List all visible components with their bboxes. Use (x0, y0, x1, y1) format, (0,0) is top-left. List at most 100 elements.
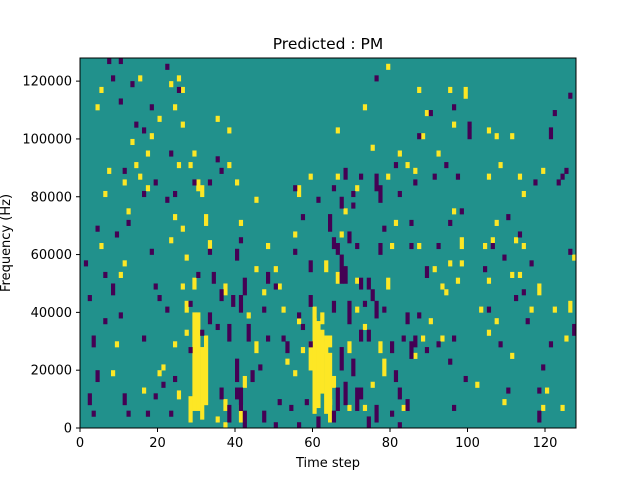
high-cell (320, 329, 325, 394)
x-tick-label: 40 (227, 436, 244, 451)
high-cell (521, 190, 526, 198)
low-cell (483, 266, 488, 273)
low-cell (498, 341, 503, 348)
high-cell (142, 387, 147, 394)
low-cell (122, 393, 127, 406)
high-cell (285, 358, 290, 365)
low-cell (227, 404, 232, 423)
high-cell (227, 162, 232, 169)
high-cell (176, 162, 182, 169)
high-cell (316, 370, 321, 383)
y-tick-label: 0 (64, 422, 72, 437)
low-cell (568, 92, 573, 99)
high-cell (475, 381, 480, 388)
high-cell (401, 404, 406, 411)
low-cell (297, 422, 302, 429)
low-cell (238, 237, 244, 244)
low-cell (83, 260, 89, 267)
y-axis-label: Frequency (Hz) (0, 194, 14, 292)
low-cell (331, 300, 337, 313)
x-tick-label: 80 (382, 436, 399, 451)
low-cell (207, 248, 213, 255)
x-tick-label: 60 (304, 436, 321, 451)
high-cell (479, 306, 484, 313)
high-cell (417, 243, 422, 250)
low-cell (502, 254, 507, 261)
low-cell (169, 150, 174, 157)
low-cell (126, 219, 131, 226)
high-cell (486, 329, 492, 336)
low-cell (405, 399, 410, 411)
low-cell (339, 254, 344, 284)
low-cell (347, 300, 352, 325)
high-cell (238, 219, 244, 226)
low-cell (351, 190, 356, 198)
low-cell (173, 190, 178, 198)
low-cell (111, 283, 116, 296)
low-cell (351, 202, 356, 209)
low-cell (188, 347, 193, 354)
high-cell (502, 399, 507, 406)
low-cell (142, 335, 147, 342)
low-cell (413, 335, 418, 348)
low-cell (529, 260, 534, 267)
high-cell (421, 133, 426, 140)
low-cell (91, 335, 96, 348)
high-cell (328, 335, 333, 348)
high-cell (459, 260, 464, 267)
high-cell (510, 352, 515, 359)
low-cell (343, 266, 348, 284)
low-cell (87, 393, 92, 406)
high-cell (386, 63, 391, 70)
high-cell (180, 86, 185, 93)
high-cell (188, 396, 193, 423)
low-cell (397, 422, 402, 429)
high-cell (277, 283, 282, 290)
low-cell (285, 341, 290, 354)
high-cell (242, 375, 247, 388)
low-cell (300, 323, 306, 331)
low-cell (537, 410, 542, 423)
high-cell (215, 115, 220, 122)
high-cell (347, 404, 352, 411)
high-cell (169, 237, 174, 244)
low-cell (273, 422, 278, 429)
low-cell (409, 341, 414, 359)
low-cell (262, 410, 267, 423)
low-cell (235, 358, 240, 383)
low-cell (359, 173, 364, 180)
y-axis: 0 20000 40000 60000 80000 100000 120000 (22, 75, 80, 437)
high-cell (405, 162, 410, 169)
low-cell (134, 121, 139, 128)
high-cell (273, 266, 278, 273)
high-cell (184, 300, 189, 313)
low-cell (304, 399, 309, 406)
low-cell (173, 375, 178, 383)
low-cell (355, 243, 360, 250)
high-cell (192, 312, 197, 411)
low-cell (390, 341, 395, 354)
high-cell (173, 104, 178, 111)
high-cell (455, 277, 461, 284)
high-cell (173, 341, 178, 348)
high-cell (355, 277, 360, 284)
low-cell (231, 295, 236, 307)
high-cell (308, 341, 313, 371)
high-cell (459, 237, 464, 250)
low-cell (246, 323, 251, 342)
x-tick-label: 20 (149, 436, 166, 451)
high-cell (196, 179, 201, 192)
low-cell (537, 387, 542, 394)
low-cell (366, 277, 371, 290)
low-cell (266, 335, 271, 342)
low-cell (308, 260, 313, 273)
high-cell (184, 254, 189, 261)
high-cell (564, 335, 569, 342)
low-cell (424, 266, 430, 278)
high-cell (517, 271, 523, 278)
high-cell (568, 300, 573, 313)
low-cell (355, 387, 360, 411)
low-cell (316, 196, 321, 203)
high-cell (293, 370, 298, 377)
x-tick-label: 100 (455, 436, 480, 451)
